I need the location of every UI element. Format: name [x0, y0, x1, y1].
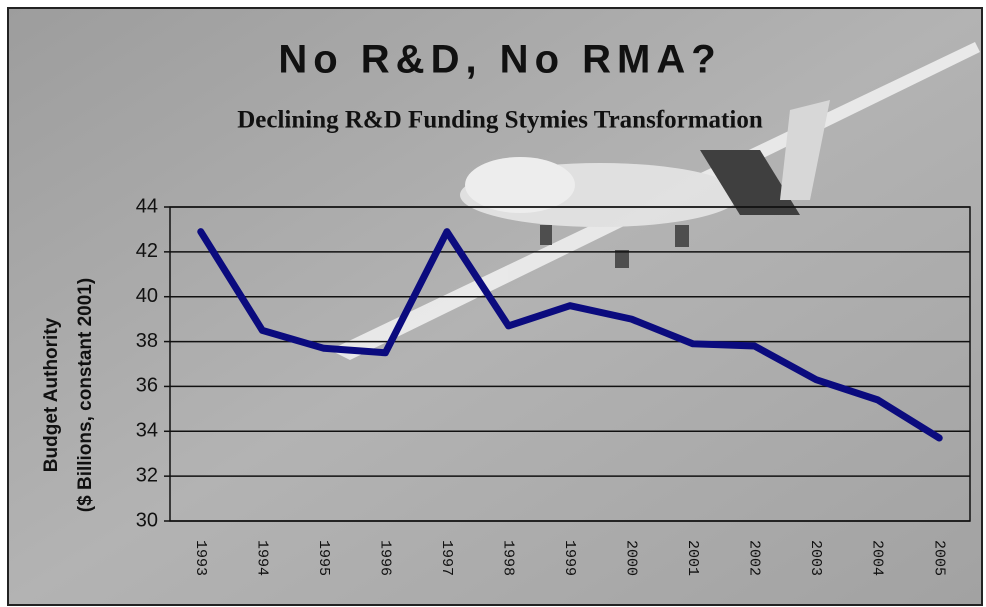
- chart-title: No R&D, No RMA?: [278, 38, 721, 82]
- y-tick-label: 40: [136, 285, 158, 307]
- x-tick-label: 1997: [438, 540, 455, 576]
- y-tick-label: 42: [136, 240, 158, 262]
- x-tick-label: 2003: [807, 540, 824, 576]
- chart-subtitle: Declining R&D Funding Stymies Transforma…: [237, 107, 763, 134]
- y-tick-label: 30: [136, 509, 158, 531]
- x-tick-label: 1994: [253, 540, 270, 576]
- y-tick-label: 44: [136, 195, 158, 217]
- x-tick-label: 1995: [315, 540, 332, 576]
- x-tick-label: 1996: [376, 540, 393, 576]
- y-tick-label: 32: [136, 464, 158, 486]
- y-tick-label: 34: [136, 420, 158, 442]
- y-axis-label-line: ($ Billions, constant 2001): [75, 278, 96, 512]
- x-tick-label: 1999: [561, 540, 578, 576]
- y-tick-label: 36: [136, 375, 158, 397]
- x-tick-label: 1993: [192, 540, 209, 576]
- x-tick-label: 1998: [499, 540, 516, 576]
- x-tick-label: 2002: [746, 540, 763, 576]
- y-tick-label: 38: [136, 330, 158, 352]
- y-axis-label-line: Budget Authority: [41, 317, 62, 472]
- data-line: [197, 228, 943, 442]
- x-tick-label: 2004: [869, 540, 886, 576]
- x-tick-label: 2001: [684, 540, 701, 576]
- y-axis-label: Budget Authority ($ Billions, constant 2…: [41, 278, 96, 512]
- x-tick-label: 2005: [930, 540, 947, 576]
- aircraft-image: [330, 42, 980, 360]
- x-tick-label: 2000: [623, 540, 640, 576]
